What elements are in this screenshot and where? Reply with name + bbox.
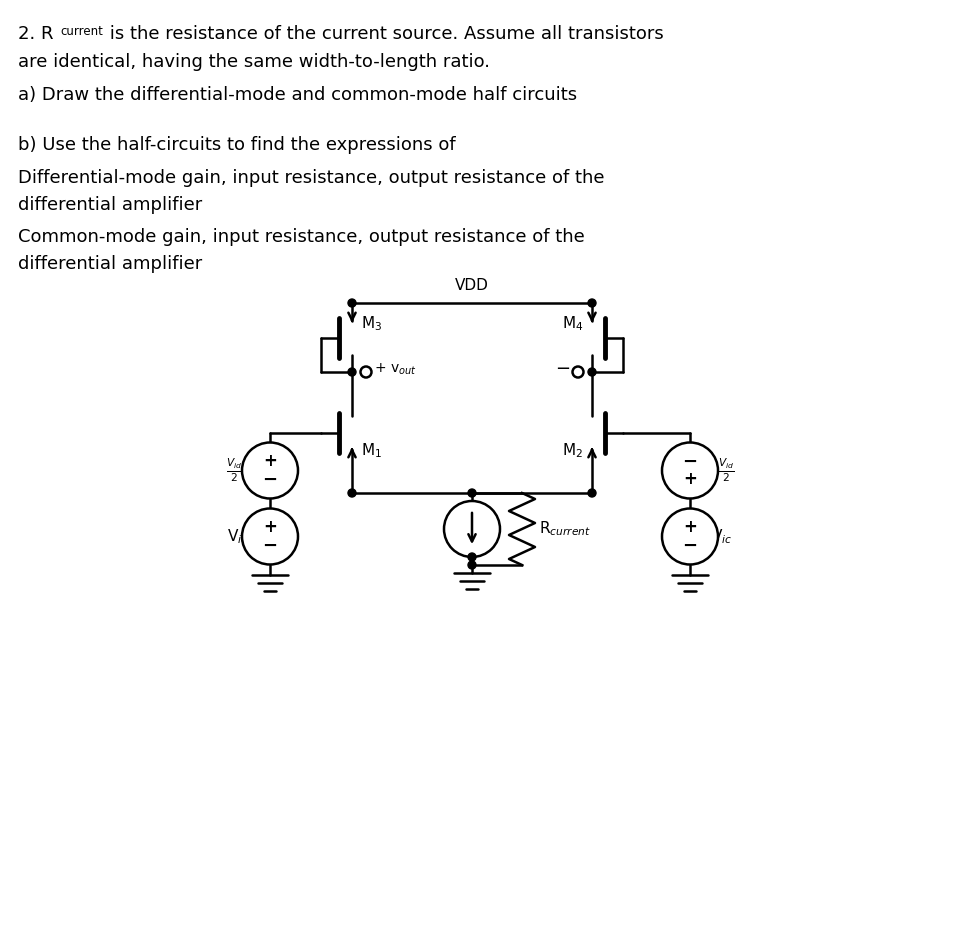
Circle shape [468, 489, 476, 497]
Text: R$_{current}$: R$_{current}$ [539, 520, 591, 538]
Circle shape [361, 366, 372, 377]
Text: + v$_{out}$: + v$_{out}$ [374, 362, 417, 376]
Text: +: + [263, 452, 276, 471]
Text: is the resistance of the current source. Assume all transistors: is the resistance of the current source.… [104, 25, 663, 43]
Text: are identical, having the same width-to-length ratio.: are identical, having the same width-to-… [18, 53, 490, 71]
Circle shape [242, 442, 298, 499]
Circle shape [572, 366, 584, 377]
Circle shape [588, 368, 596, 376]
Circle shape [348, 489, 356, 497]
Text: −: − [262, 536, 277, 554]
Circle shape [588, 299, 596, 307]
Circle shape [662, 442, 718, 499]
Circle shape [468, 561, 476, 569]
Text: current: current [60, 25, 103, 38]
Text: M$_3$: M$_3$ [361, 314, 382, 333]
Text: +: + [684, 471, 697, 488]
Text: −: − [683, 536, 698, 554]
Text: +: + [684, 519, 697, 536]
Text: b) Use the half-circuits to find the expressions of: b) Use the half-circuits to find the exp… [18, 136, 456, 154]
Text: VDD: VDD [455, 278, 489, 293]
Text: 2. R: 2. R [18, 25, 54, 43]
Text: −: − [262, 471, 277, 488]
Text: differential amplifier: differential amplifier [18, 255, 203, 273]
Circle shape [242, 509, 298, 564]
Text: −: − [555, 360, 570, 378]
Text: +: + [263, 519, 276, 536]
Circle shape [662, 509, 718, 564]
Circle shape [348, 368, 356, 376]
Circle shape [588, 489, 596, 497]
Text: $\frac{V_{id}}{2}$: $\frac{V_{id}}{2}$ [718, 457, 734, 484]
Text: V$_{ic}$: V$_{ic}$ [711, 527, 732, 546]
Text: M$_4$: M$_4$ [562, 314, 583, 333]
Text: M$_1$: M$_1$ [361, 441, 382, 460]
Text: Common-mode gain, input resistance, output resistance of the: Common-mode gain, input resistance, outp… [18, 228, 585, 246]
Circle shape [468, 553, 476, 561]
Text: −: − [683, 452, 698, 471]
Text: a) Draw the differential-mode and common-mode half circuits: a) Draw the differential-mode and common… [18, 86, 577, 104]
Circle shape [348, 299, 356, 307]
Circle shape [444, 501, 500, 557]
Text: V$_{ic}$: V$_{ic}$ [228, 527, 249, 546]
Text: differential amplifier: differential amplifier [18, 196, 203, 214]
Text: M$_2$: M$_2$ [562, 441, 583, 460]
Text: $\frac{V_{id}}{2}$: $\frac{V_{id}}{2}$ [226, 457, 242, 484]
Text: Differential-mode gain, input resistance, output resistance of the: Differential-mode gain, input resistance… [18, 169, 605, 187]
